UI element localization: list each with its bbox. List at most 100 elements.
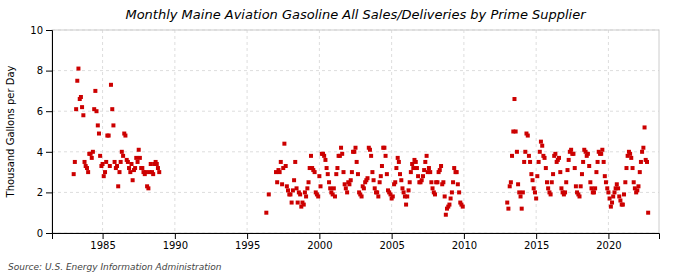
point [522, 160, 526, 164]
y-axis-tick-label: 6 [37, 106, 43, 117]
point [621, 203, 625, 207]
y-axis-tick-mark [46, 192, 52, 193]
point [531, 178, 535, 182]
point [622, 192, 626, 196]
point [326, 172, 330, 176]
point [553, 152, 557, 156]
point [416, 174, 420, 178]
point [427, 166, 431, 170]
point [452, 166, 456, 170]
point [631, 166, 635, 170]
x-axis-tick: 2020 [596, 233, 621, 251]
point [610, 201, 614, 205]
point [603, 174, 607, 178]
point [526, 134, 530, 138]
point [517, 190, 521, 194]
x-axis-line [53, 234, 660, 240]
point [296, 201, 300, 205]
point [113, 160, 117, 164]
point [602, 160, 606, 164]
point [450, 190, 454, 194]
x-axis-tick: 2005 [379, 233, 404, 251]
point [354, 146, 358, 150]
point [461, 205, 465, 209]
point [528, 160, 532, 164]
x-axis-tick: 1985 [90, 233, 115, 251]
point [279, 160, 283, 164]
title: Monthly Maine Aviation Gasoline All Sale… [125, 7, 587, 22]
point [362, 186, 366, 190]
x-axis-tick-label: 2020 [596, 240, 621, 251]
point [295, 186, 299, 190]
point [428, 170, 432, 174]
point [98, 154, 102, 158]
point [425, 154, 429, 158]
point [456, 182, 460, 186]
point [438, 168, 442, 172]
point [356, 172, 360, 176]
point [587, 164, 591, 168]
point [600, 148, 604, 152]
point [76, 67, 80, 71]
point [543, 156, 547, 160]
point [573, 166, 577, 170]
point [384, 154, 388, 158]
point [378, 180, 382, 184]
point [533, 190, 537, 194]
y-axis-tick: 8 [37, 65, 52, 76]
point [604, 180, 608, 184]
point [527, 154, 531, 158]
point [335, 166, 339, 170]
point [512, 97, 516, 101]
point [90, 156, 94, 160]
point [102, 174, 106, 178]
point [628, 152, 632, 156]
point [349, 178, 353, 182]
point [307, 180, 311, 184]
point [91, 150, 95, 154]
point [355, 160, 359, 164]
point [319, 184, 323, 188]
point [435, 180, 439, 184]
point [110, 107, 114, 111]
point [608, 196, 612, 200]
point [83, 160, 87, 164]
point [95, 109, 99, 113]
y-axis-tick: 10 [30, 25, 52, 36]
point [286, 188, 290, 192]
point [375, 190, 379, 194]
point [278, 170, 282, 174]
point [441, 180, 445, 184]
point [370, 170, 374, 174]
point [414, 160, 418, 164]
point [264, 211, 268, 215]
point [455, 170, 459, 174]
point [129, 162, 133, 166]
x-axis-tick: 2010 [452, 233, 477, 251]
grid-line-x [463, 30, 464, 233]
grid-line-y [52, 70, 659, 71]
point [138, 156, 142, 160]
point [136, 160, 140, 164]
point [385, 172, 389, 176]
point [332, 186, 336, 190]
point [550, 180, 554, 184]
x-axis-tick: 1990 [163, 233, 188, 251]
point [516, 182, 520, 186]
point [97, 132, 101, 136]
point [564, 180, 568, 184]
plot-frame [52, 30, 659, 233]
x-axis-tick: 2015 [524, 233, 549, 251]
point [146, 186, 150, 190]
point [291, 188, 295, 192]
point [590, 186, 594, 190]
point [549, 192, 553, 196]
point [397, 160, 401, 164]
point [640, 150, 644, 154]
point [322, 154, 326, 158]
point [457, 190, 461, 194]
point [559, 186, 563, 190]
point [73, 160, 77, 164]
point [509, 180, 513, 184]
point [444, 213, 448, 217]
